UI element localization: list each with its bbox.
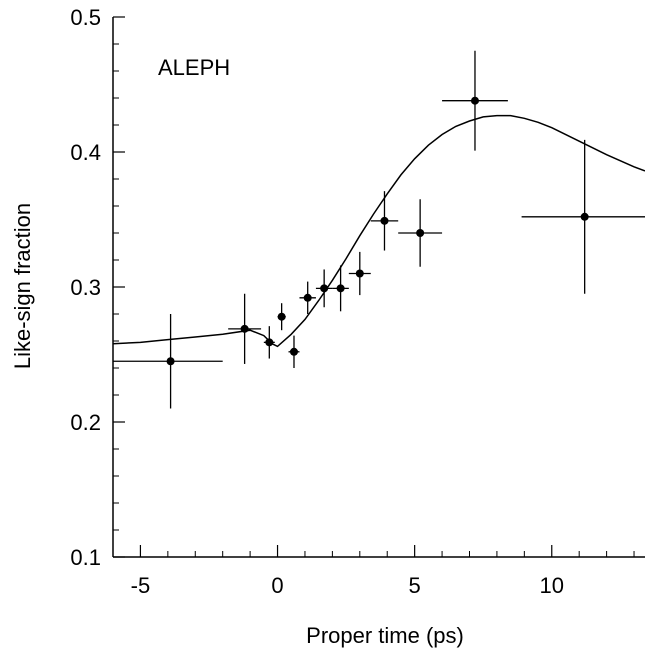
y-tick-label: 0.3: [70, 275, 101, 300]
y-tick-label: 0.1: [70, 545, 101, 570]
data-point: [113, 314, 223, 409]
point-marker: [355, 269, 364, 278]
x-tick-label: 0: [271, 573, 283, 598]
point-marker: [289, 347, 298, 356]
data-point: [263, 326, 275, 359]
data-point: [521, 139, 645, 294]
experiment-label: ALEPH: [158, 55, 230, 80]
point-marker: [303, 293, 312, 302]
fit-curve-group: [112, 114, 645, 348]
x-axis-title: Proper time (ps): [306, 623, 464, 648]
data-point: [370, 191, 399, 251]
point-marker: [470, 96, 479, 105]
data-point: [277, 303, 286, 331]
point-marker: [265, 338, 274, 347]
data-point: [288, 335, 300, 368]
data-point: [442, 50, 508, 151]
point-marker: [416, 229, 425, 237]
fit-curve: [112, 114, 645, 348]
y-axis-title: Like-sign fraction: [10, 203, 35, 369]
axes: 0.1 0.2 0.3 0.4 0.5 -5 0 5 10: [70, 5, 645, 598]
data-point: [348, 251, 371, 296]
data-point: [398, 199, 443, 267]
data-points: [113, 50, 645, 409]
point-marker: [320, 284, 329, 293]
y-tick-label: 0.2: [70, 410, 101, 435]
data-point: [332, 265, 349, 312]
point-marker: [336, 284, 345, 293]
data-point: [315, 269, 333, 308]
y-tick-label: 0.5: [70, 5, 101, 30]
point-marker: [580, 212, 589, 221]
point-marker: [277, 312, 286, 321]
point-marker: [240, 324, 249, 333]
x-tick-label: 5: [409, 573, 421, 598]
data-point: [228, 293, 262, 364]
data-point: [299, 281, 316, 314]
x-tick-label: -5: [131, 573, 151, 598]
point-marker: [166, 357, 175, 366]
x-tick-label: 10: [540, 573, 564, 598]
point-marker: [380, 216, 389, 225]
y-tick-label: 0.4: [70, 140, 101, 165]
